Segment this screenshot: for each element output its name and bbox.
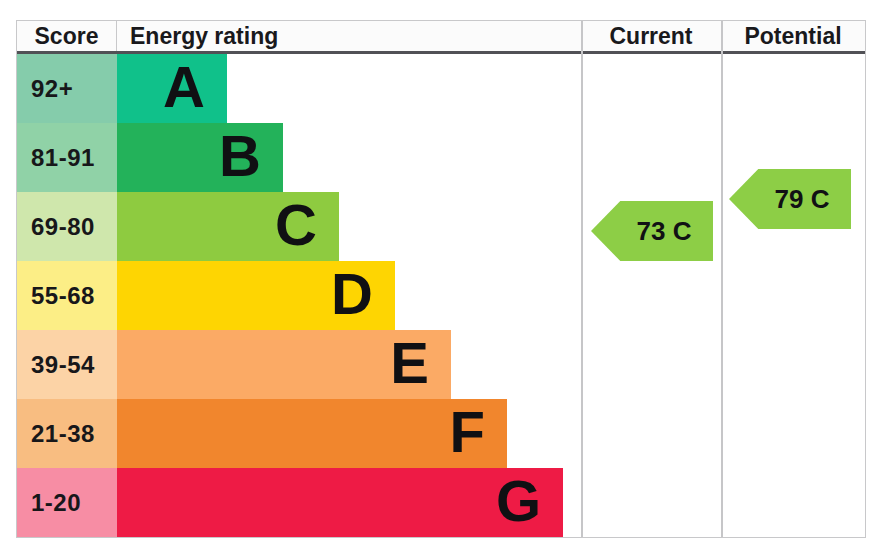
band-score-range: 21-38 [17,399,117,468]
epc-table: Score Energy rating Current Potential 92… [16,20,866,538]
band-letter: D [331,265,373,323]
epc-energy-rating-chart: Score Energy rating Current Potential 92… [0,0,886,556]
band-score-range: 69-80 [17,192,117,261]
band-letter: B [219,127,261,185]
band-score-range: 39-54 [17,330,117,399]
band-letter: C [275,196,317,254]
potential-column: 79 C [721,21,865,537]
band-bar: C [117,192,339,261]
potential-rating-arrow: 79 C [729,169,851,229]
band-score-range: 81-91 [17,123,117,192]
band-letter: G [496,472,541,530]
band-bar: A [117,54,227,123]
band-score-range: 55-68 [17,261,117,330]
band-letter: A [163,58,205,116]
band-letter: F [450,403,485,461]
current-rating-arrow: 73 C [591,201,713,261]
band-letter: E [390,334,429,392]
current-rating-label: 73 C [637,216,692,247]
band-bar: E [117,330,451,399]
band-bar: F [117,399,507,468]
band-bar: D [117,261,395,330]
band-bar: G [117,468,563,537]
score-column-header: Score [17,21,117,51]
current-column: 73 C [581,21,721,537]
energy-rating-column-header: Energy rating [117,23,581,50]
potential-rating-label: 79 C [775,184,830,215]
band-score-range: 92+ [17,54,117,123]
band-bar: B [117,123,283,192]
band-score-range: 1-20 [17,468,117,537]
